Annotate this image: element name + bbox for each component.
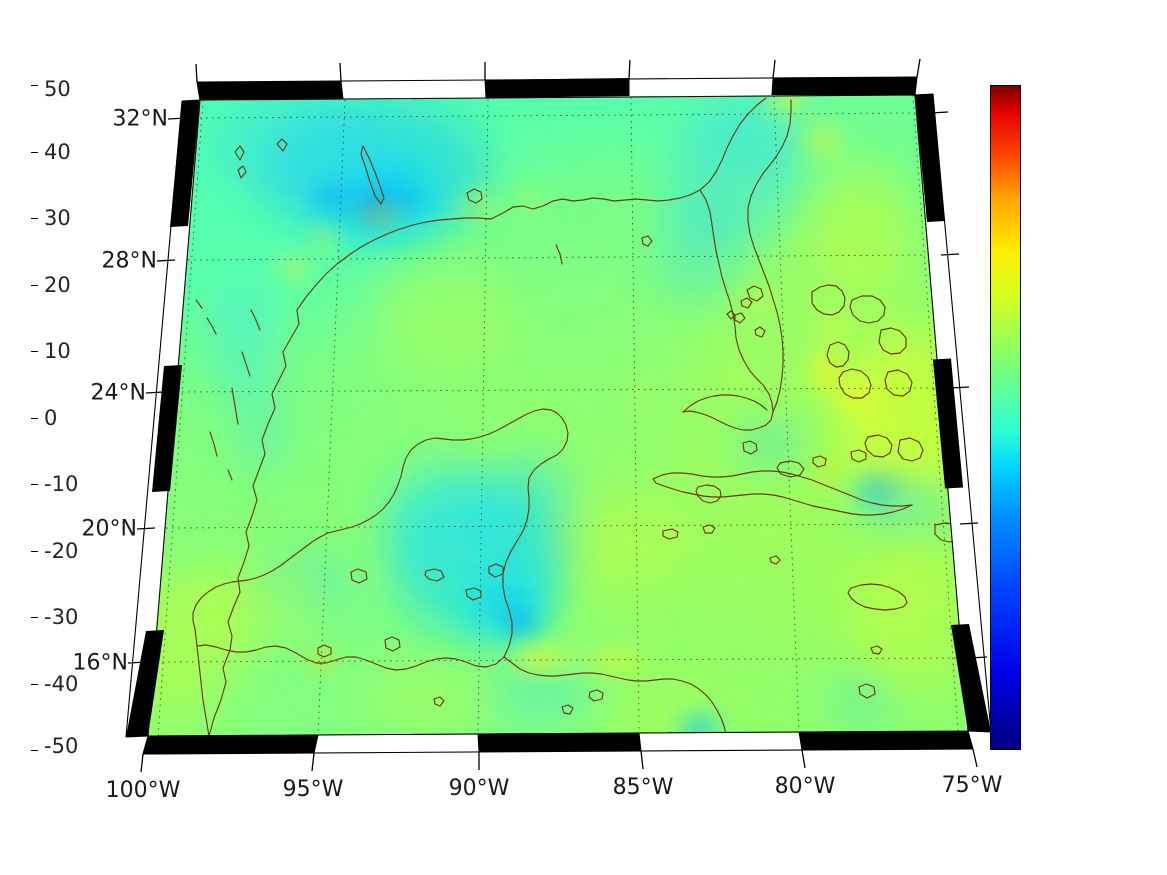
- lat-tick-label: 28°N: [101, 248, 157, 274]
- colorbar-tick: [31, 750, 38, 751]
- colorbar-tick-label: -10: [44, 472, 79, 496]
- colorbar-tick-label: -30: [44, 605, 79, 629]
- colorbar-tick-label: 20: [44, 273, 71, 297]
- lon-tick-label: 90°W: [448, 776, 510, 801]
- scalar-field-raster: [148, 95, 968, 736]
- colorbar-tick-label: 30: [44, 206, 71, 230]
- lat-tick-marks: [127, 117, 187, 664]
- graticule: [155, 95, 961, 736]
- lon-tick-label: 95°W: [282, 777, 344, 802]
- colorbar-tick: [31, 551, 38, 552]
- coastline-paths: [192, 97, 965, 736]
- lon-tick-label: 80°W: [774, 774, 836, 799]
- lon-tick-label: 85°W: [612, 775, 674, 800]
- colorbar-tick-label: -20: [44, 539, 79, 563]
- colorbar-tick: [31, 684, 38, 685]
- colorbar-tick: [31, 85, 38, 86]
- colorbar-tick-label: -50: [44, 734, 79, 758]
- colorbar-tick: [31, 617, 38, 618]
- colorbar-gradient: [991, 86, 1020, 749]
- colorbar-tick-label: 40: [44, 140, 71, 164]
- lat-tick-label: 24°N: [90, 380, 146, 406]
- colorbar[interactable]: [990, 85, 1021, 750]
- lon-tick-label: 100°W: [105, 778, 181, 803]
- colorbar-tick: [31, 484, 38, 485]
- colorbar-tick: [31, 152, 38, 153]
- lat-tick-label: 20°N: [81, 516, 137, 542]
- lat-tick-label: 16°N: [72, 650, 128, 676]
- lon-tick-marks: [140, 748, 978, 773]
- colorbar-tick: [31, 218, 38, 219]
- colorbar-tick-label: 10: [44, 339, 71, 363]
- colorbar-tick: [31, 285, 38, 286]
- colorbar-tick-label: 50: [44, 77, 71, 101]
- colorbar-tick: [31, 351, 38, 352]
- lat-tick-label: 32°N: [112, 106, 168, 132]
- colorbar-tick-label: -40: [44, 672, 79, 696]
- colorbar-tick-label: 0: [44, 406, 58, 430]
- map-frame: [125, 58, 992, 773]
- colorbar-tick: [31, 418, 38, 419]
- lon-tick-label: 75°W: [941, 773, 1003, 798]
